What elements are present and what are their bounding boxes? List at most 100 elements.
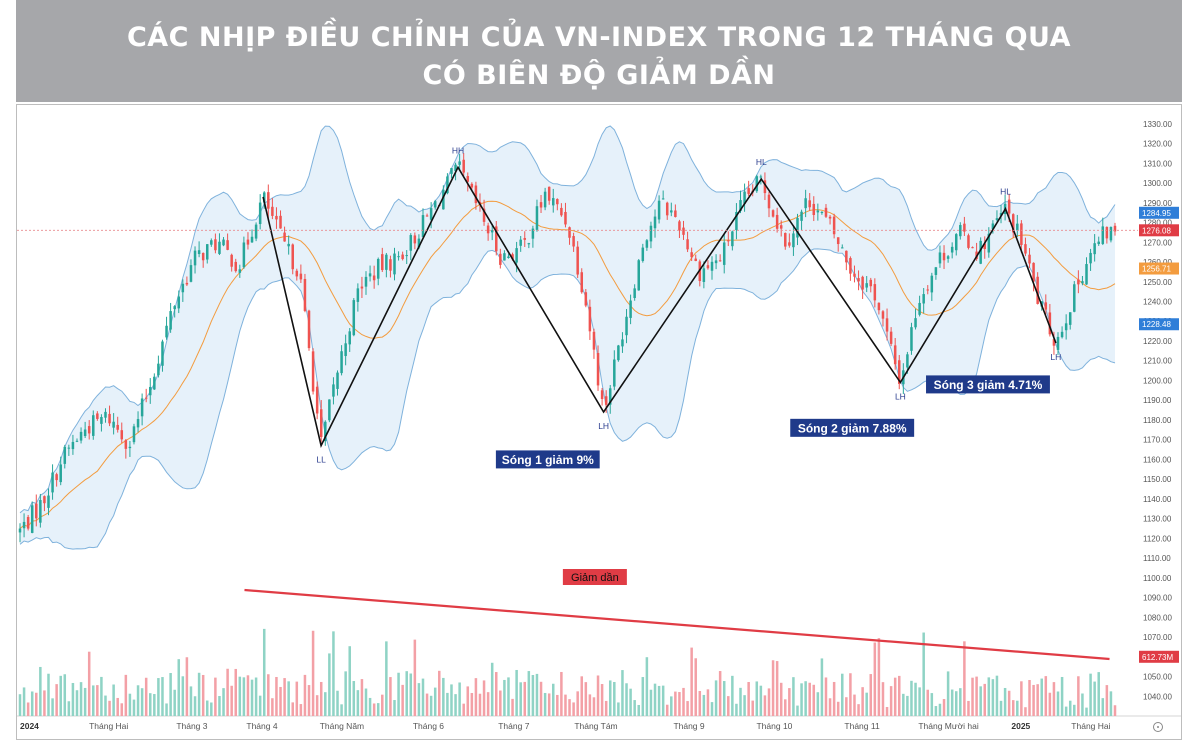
volume-bar	[845, 697, 848, 716]
volume-label-box	[562, 569, 627, 585]
volume-bar	[466, 686, 470, 716]
volume-bar	[120, 703, 124, 716]
volume-bar	[987, 677, 991, 716]
volume-bar	[35, 692, 38, 716]
volume-bar	[96, 685, 99, 716]
volume-bar	[55, 684, 58, 716]
volume-bar	[584, 682, 588, 716]
volume-bar	[747, 682, 750, 716]
volume-bar	[1032, 684, 1035, 716]
volume-bar	[804, 681, 807, 716]
volume-bar	[633, 700, 636, 716]
volume-bar	[739, 687, 742, 716]
candle-body	[987, 233, 991, 253]
volume-bar	[808, 682, 811, 716]
volume-bar	[185, 657, 189, 716]
candle-body	[181, 283, 185, 293]
candle-body	[934, 267, 938, 275]
volume-bar	[637, 704, 640, 716]
candle-body	[702, 268, 706, 282]
volume-bar	[1085, 707, 1088, 716]
candle-body	[413, 235, 417, 244]
candle-body	[287, 243, 290, 247]
volume-bar	[499, 690, 502, 716]
volume-bar	[234, 668, 238, 716]
volume-bar	[967, 700, 970, 716]
candle-body	[307, 310, 311, 349]
volume-bar	[26, 702, 30, 716]
pivot-label-hh: HH	[452, 145, 464, 155]
volume-bar	[108, 700, 111, 716]
candle-body	[165, 325, 168, 338]
candle-body	[189, 265, 193, 282]
candle-body	[1028, 254, 1031, 264]
candle-body	[527, 243, 531, 245]
candle-body	[1109, 226, 1113, 241]
candle-body	[535, 206, 539, 230]
volume-bar	[201, 674, 205, 716]
candle-body	[747, 188, 750, 194]
candle-body	[568, 227, 571, 238]
candle-body	[556, 199, 559, 205]
volume-bar	[303, 674, 307, 716]
x-tick-label: Tháng 6	[413, 721, 444, 731]
volume-bar	[482, 680, 486, 716]
candle-body	[572, 236, 575, 247]
candle-body	[108, 413, 111, 424]
candle-body	[547, 186, 551, 201]
volume-bar	[474, 678, 478, 716]
candle-body	[604, 396, 608, 405]
candle-body	[816, 210, 820, 213]
volume-bar	[1089, 673, 1092, 716]
x-tick-label: Tháng Năm	[320, 721, 364, 731]
candle-body	[621, 339, 624, 347]
volume-bar	[759, 685, 763, 716]
candle-body	[918, 302, 921, 315]
volume-bar	[910, 680, 913, 716]
volume-bar	[425, 693, 429, 716]
candle-body	[157, 363, 160, 376]
candle-body	[645, 240, 649, 248]
candle-body	[376, 258, 380, 279]
candle-body	[1032, 262, 1035, 282]
volume-bar	[478, 693, 482, 716]
y-tick-label: 1130.00	[1143, 515, 1172, 524]
candle-body	[96, 413, 99, 419]
candle-body	[576, 246, 579, 275]
candle-body	[1077, 279, 1080, 285]
candle-body	[429, 208, 433, 220]
y-tick-label: 1200.00	[1143, 376, 1172, 385]
volume-bar	[315, 695, 319, 716]
bollinger-upper-line	[19, 125, 1116, 514]
volume-bar	[604, 700, 608, 716]
volume-bar	[177, 659, 181, 716]
candle-body	[364, 276, 368, 287]
candle-body	[405, 255, 408, 257]
candle-body	[193, 250, 197, 266]
volume-bar	[258, 695, 262, 716]
volume-bar	[51, 698, 54, 716]
candle-body	[755, 176, 759, 192]
candle-body	[560, 207, 563, 216]
volume-bar	[686, 701, 689, 716]
candle-body	[503, 253, 506, 261]
volume-bar	[861, 687, 864, 716]
candle-body	[39, 500, 42, 523]
volume-bar	[18, 694, 22, 716]
volume-bar	[849, 673, 852, 716]
volume-bar	[495, 672, 498, 716]
volume-bar	[755, 681, 759, 716]
candle-body	[779, 225, 783, 229]
candle-body	[727, 240, 730, 242]
price-tag-box	[1139, 224, 1179, 237]
candle-body	[104, 411, 107, 418]
y-tick-label: 1110.00	[1143, 554, 1171, 563]
volume-bar	[1011, 700, 1015, 716]
candle-body	[767, 194, 771, 209]
candle-body	[226, 240, 229, 250]
candle-body	[75, 440, 79, 442]
volume-bar	[564, 694, 567, 716]
volume-bar	[731, 675, 734, 716]
candle-body	[328, 399, 331, 421]
chart-settings-icon[interactable]	[1153, 722, 1163, 732]
